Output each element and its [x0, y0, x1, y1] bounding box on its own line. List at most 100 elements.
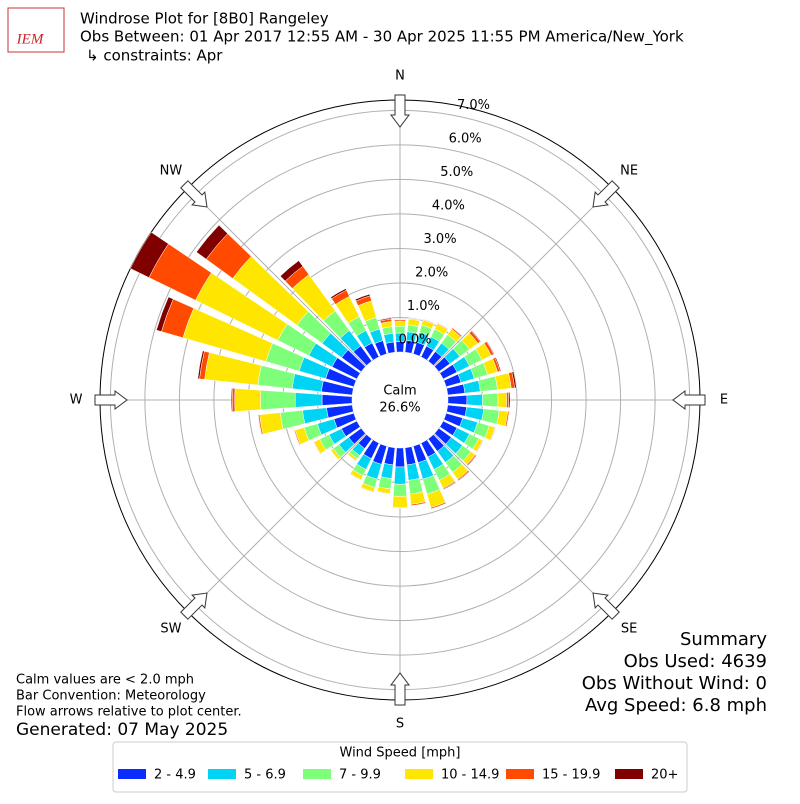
summary-line: Summary [680, 629, 767, 650]
spoke [399, 187, 613, 401]
rose-segment [230, 387, 233, 413]
rose-segment [486, 340, 495, 355]
r-tick-label: 6.0% [449, 131, 482, 146]
note-line: Calm values are < 2.0 mph [16, 673, 194, 688]
calm-circle [352, 352, 448, 448]
rose-segment [293, 430, 300, 445]
grid-ring [144, 144, 656, 656]
calm-value: 26.6% [379, 401, 420, 416]
compass-arrow [592, 180, 620, 208]
compass-label: S [396, 717, 404, 732]
compass-label: W [70, 393, 83, 408]
rose-segment [393, 483, 407, 497]
chart-subtitle: Obs Between: 01 Apr 2017 12:55 AM - 30 A… [80, 28, 684, 47]
grid-ring [213, 213, 587, 587]
compass-arrow [180, 180, 208, 208]
rose-segment [437, 322, 449, 330]
rose-segment [470, 330, 482, 343]
compass-label: NW [160, 163, 183, 178]
spoke [187, 399, 401, 613]
rose-segment [385, 341, 396, 354]
legend-label: 20+ [651, 768, 678, 783]
compass-label: SW [160, 622, 181, 637]
rose-segment [377, 491, 391, 495]
legend-swatch [506, 769, 534, 779]
rose-segment [481, 408, 500, 425]
rose-segment [259, 412, 284, 435]
rose-segment [379, 317, 392, 322]
rose-segment [392, 507, 408, 509]
chart-title: Windrose Plot for [8B0] Rangeley [80, 10, 329, 28]
rose-segment [156, 296, 174, 332]
legend-label: 10 - 14.9 [441, 768, 499, 783]
summary-line: Obs Without Wind: 0 [582, 673, 767, 694]
note-line: Bar Convention: Meteorology [16, 689, 206, 704]
compass-arrow [390, 94, 410, 128]
rose-segment [393, 466, 407, 485]
rose-segment [406, 463, 420, 481]
rose-segment [330, 288, 347, 300]
r-tick-label: 0.0% [398, 332, 431, 347]
rose-segment [457, 470, 470, 482]
rose-segment [257, 365, 296, 389]
legend-label: 7 - 9.9 [339, 768, 381, 783]
logo-frame [7, 7, 65, 53]
rose-segment [313, 442, 321, 455]
r-tick-label: 4.0% [432, 198, 465, 213]
rose-segment [430, 503, 447, 510]
rose-segment [476, 440, 484, 453]
rose-segment [257, 414, 262, 435]
rose-segment [408, 317, 421, 321]
rose-segment [394, 320, 406, 327]
rose-segment [506, 411, 510, 427]
legend-swatch [303, 769, 331, 779]
rose-segment [392, 495, 408, 508]
legend-title: Wind Speed [mph] [340, 746, 461, 761]
summary-line: Avg Speed: 6.8 mph [585, 695, 767, 716]
spoke [187, 187, 401, 401]
rose-segment [464, 406, 485, 421]
rose-segment [302, 407, 329, 425]
spoke [399, 399, 613, 613]
summary-line: Obs Used: 4639 [624, 651, 767, 672]
legend-label: 5 - 6.9 [244, 768, 286, 783]
rose-segment [467, 454, 477, 467]
r-tick-label: 2.0% [415, 265, 448, 280]
rose-segment [408, 478, 424, 495]
rose-segment [380, 463, 394, 479]
legend-label: 2 - 4.9 [154, 768, 196, 783]
rose-segment [490, 427, 497, 441]
logo-text: IEM [16, 31, 45, 47]
legend-swatch [615, 769, 643, 779]
legend-frame [112, 741, 688, 793]
compass-arrow [94, 390, 128, 410]
legend-swatch [405, 769, 433, 779]
compass-label: E [720, 393, 728, 408]
compass-label: N [395, 69, 405, 84]
generated: Generated: 07 May 2025 [16, 720, 228, 740]
r-tick-label: 1.0% [407, 299, 440, 314]
r-tick-label: 7.0% [457, 98, 490, 113]
compass-label: NE [620, 163, 638, 178]
rose-segment [482, 392, 499, 408]
legend-swatch [208, 769, 236, 779]
rose-segment [260, 390, 296, 410]
rose-segment [279, 409, 306, 430]
rose-segment [494, 372, 512, 391]
constraints: ↳ constraints: Apr [86, 47, 223, 65]
compass-arrow [180, 592, 208, 620]
rose-segment [394, 318, 406, 321]
rose-segment [395, 447, 405, 468]
rose-segment [279, 260, 304, 282]
note-line: Flow arrows relative to plot center. [16, 705, 242, 720]
compass-label: SE [621, 622, 637, 637]
rose-segment [447, 395, 468, 405]
rose-segment [443, 481, 457, 491]
legend-label: 15 - 19.9 [542, 768, 600, 783]
rose-segment [463, 380, 481, 394]
rose-segment [511, 371, 517, 389]
rose-segment [497, 392, 507, 408]
rose-segment [410, 502, 427, 507]
rose-segment [234, 388, 262, 412]
